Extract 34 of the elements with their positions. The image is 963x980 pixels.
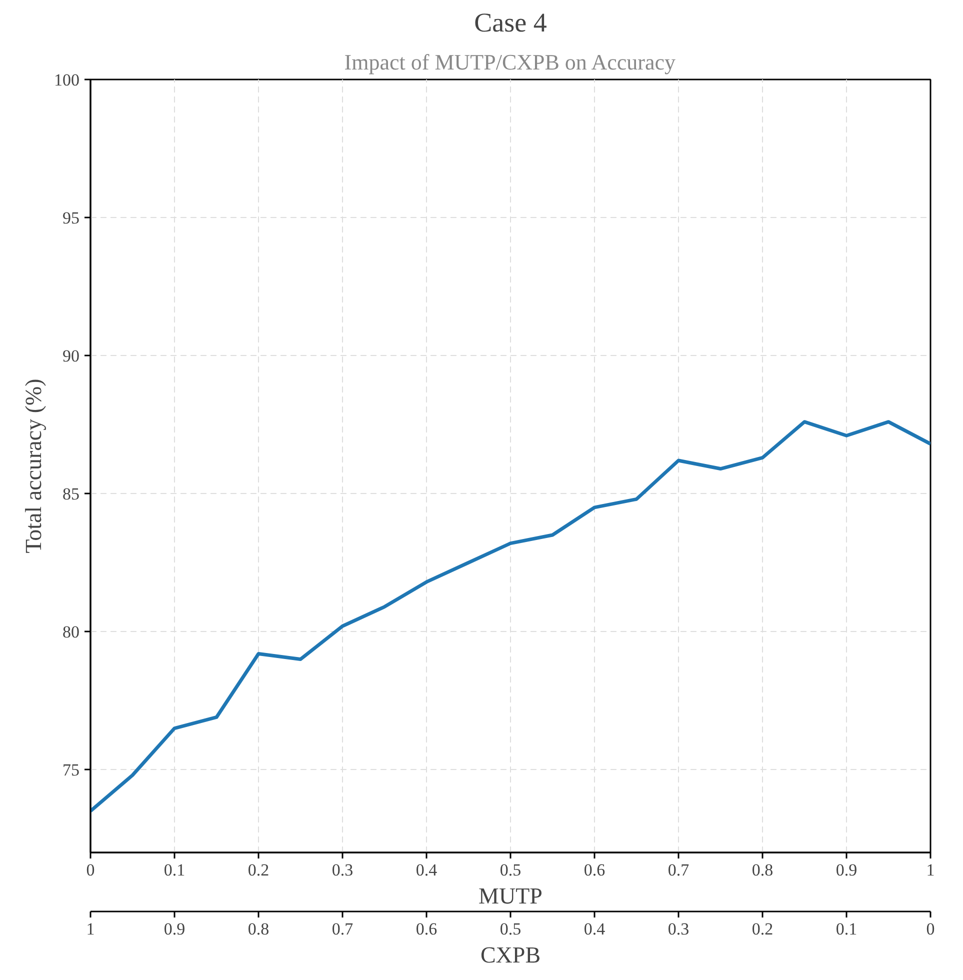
x2-tick-label: 0.8 (248, 920, 270, 938)
y-tick-label: 75 (62, 760, 80, 780)
x-tick-label: 0.2 (248, 860, 270, 880)
x-tick-label: 0.6 (584, 860, 606, 880)
x2-tick-label: 0.3 (668, 920, 690, 938)
x2-tick-label: 0.1 (836, 920, 858, 938)
x2-tick-label: 0.2 (752, 920, 774, 938)
y-axis-title: Total accuracy (%) (21, 378, 46, 554)
x-tick-label: 0.1 (164, 860, 186, 880)
x2-tick-label: 1 (86, 920, 95, 938)
y-tick-label: 100 (54, 70, 80, 90)
x-tick-label: 0.5 (500, 860, 522, 880)
x-tick-label: 1 (926, 860, 935, 880)
x2-tick-label: 0.4 (584, 920, 606, 938)
x-tick-label: 0.9 (836, 860, 858, 880)
line-series (90, 420, 930, 813)
x2-tick-label: 0 (926, 920, 935, 938)
y-tick-label: 80 (62, 622, 80, 642)
x-tick-label: 0.3 (332, 860, 354, 880)
y-tick-label: 90 (62, 346, 80, 366)
y-tick-label: 95 (62, 208, 80, 228)
x2-tick-label: 0.9 (164, 920, 186, 938)
x-tick-label: 0.4 (416, 860, 438, 880)
x2-tick-label: 0.7 (332, 920, 354, 938)
y-tick-label: 85 (62, 484, 80, 504)
x-tick-label: 0.8 (752, 860, 774, 880)
chart-title: Case 4 (474, 8, 548, 38)
x-axis-title: MUTP (478, 884, 542, 908)
chart-subtitle: Impact of MUTP/CXPB on Accuracy (344, 50, 676, 74)
x-tick-label: 0 (86, 860, 95, 880)
x-tick-label: 0.7 (668, 860, 690, 880)
x2-tick-label: 0.6 (416, 920, 438, 938)
x2-axis-title: CXPB (480, 942, 541, 968)
x2-tick-label: 0.5 (500, 920, 522, 938)
